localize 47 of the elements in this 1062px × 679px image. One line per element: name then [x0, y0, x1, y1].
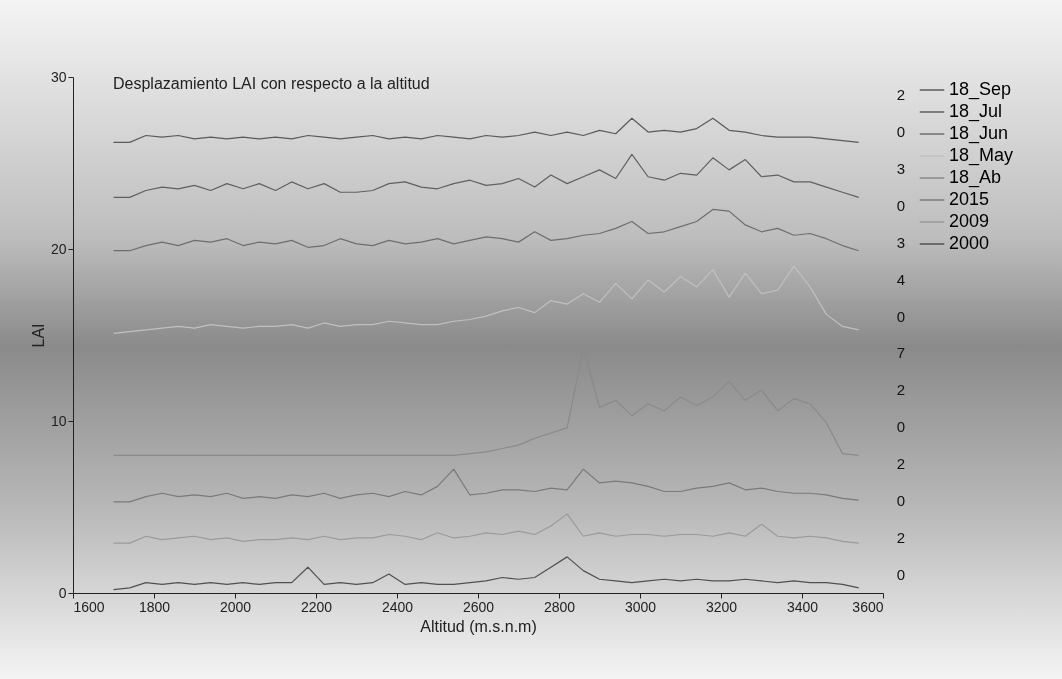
x-tick-label: 3000 — [624, 598, 657, 615]
text: 3 — [896, 160, 906, 178]
text: 0 — [896, 123, 906, 141]
text: 0 — [896, 418, 906, 436]
x-tick-label: 3600 — [852, 598, 884, 615]
text: 2 — [896, 381, 906, 399]
y-axis-title: LAI — [29, 323, 47, 348]
legend-label: 18_May — [949, 145, 1014, 166]
legend-label: 2009 — [949, 211, 990, 231]
text: 4 — [896, 270, 906, 288]
text: 0 — [896, 197, 906, 214]
x-tick-label: 2000 — [219, 598, 252, 615]
legend-label: 18_Jul — [949, 101, 1003, 122]
x-tick-label: 2800 — [543, 598, 576, 615]
line-series — [112, 117, 860, 143]
x-tick-label: 2200 — [300, 598, 333, 615]
text: 2 — [896, 86, 906, 104]
line-series — [112, 265, 860, 334]
legend-label: 2015 — [949, 189, 990, 209]
text: 0 — [896, 565, 906, 583]
legend-label: 2000 — [949, 233, 990, 253]
text: 0 — [896, 307, 906, 325]
text: 3 — [896, 233, 906, 251]
line-series — [112, 153, 860, 198]
text: 7 — [896, 344, 906, 362]
y-tick-label: 20 — [50, 240, 67, 257]
x-axis-title: Altitud (m.s.n.m) — [420, 617, 537, 635]
y-tick-label: 30 — [50, 68, 67, 85]
line-series — [112, 208, 860, 252]
x-tick-label: 3200 — [705, 598, 738, 615]
line-series — [112, 513, 860, 544]
x-tick-label: 1600 — [73, 598, 105, 615]
legend-label: 18_Ab — [949, 167, 1002, 188]
x-tick-label: 3400 — [786, 598, 819, 615]
y-tick-label: 0 — [58, 584, 67, 601]
text: 0 — [896, 491, 906, 509]
text: 2 — [896, 455, 906, 472]
x-tick-label: 2400 — [381, 598, 414, 615]
line-series — [112, 556, 860, 591]
text: 2 — [896, 528, 906, 546]
legend-label: 18_Jun — [949, 123, 1009, 144]
x-tick-label: 1800 — [138, 598, 171, 615]
legend-label: 18_Sep — [949, 79, 1012, 100]
y-tick-label: 10 — [50, 412, 67, 429]
line-series — [112, 468, 860, 503]
chart-title: Desplazamiento LAI con respecto a la altitud — [113, 75, 430, 92]
x-tick-label: 2600 — [462, 598, 495, 615]
